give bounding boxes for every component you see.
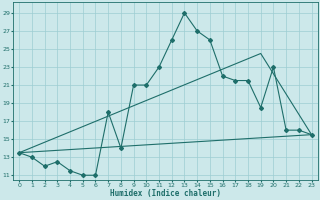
X-axis label: Humidex (Indice chaleur): Humidex (Indice chaleur): [110, 189, 221, 198]
